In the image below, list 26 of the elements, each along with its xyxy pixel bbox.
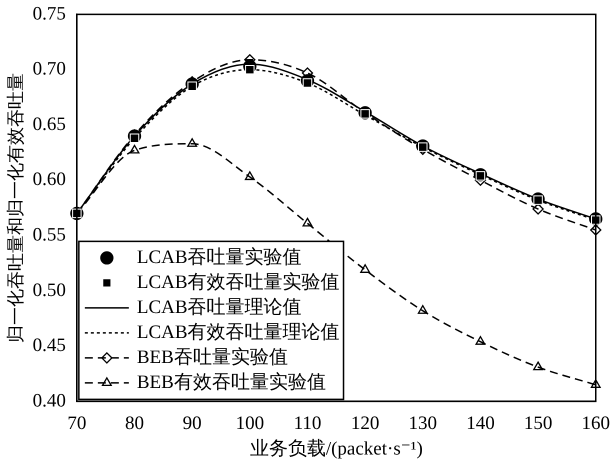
x-tick-label: 160	[582, 412, 610, 434]
y-tick-label: 0.55	[32, 224, 66, 246]
x-tick-label: 150	[524, 412, 552, 434]
x-tick-label: 110	[294, 412, 322, 434]
y-tick-label: 0.40	[32, 390, 66, 412]
x-tick-label: 90	[182, 412, 202, 434]
x-tick-label: 120	[350, 412, 380, 434]
x-tick-label: 140	[466, 412, 495, 434]
x-tick-label: 100	[236, 412, 264, 434]
y-axis-title: 归一化吞吐量和归一化有效吞吐量	[6, 72, 26, 343]
y-tick-label: 0.75	[32, 3, 66, 24]
legend-label: LCAB吞吐量理论值	[136, 296, 302, 318]
legend-label: BEB有效吞吐量实验值	[136, 370, 326, 393]
y-tick-label: 0.45	[32, 335, 66, 356]
x-tick-label: 130	[408, 412, 438, 434]
y-tick-label: 0.50	[32, 280, 66, 301]
x-axis-title: 业务负载/(packet·s⁻¹)	[250, 438, 423, 460]
legend-label: LCAB有效吞吐量理论值	[136, 322, 340, 343]
legend-label: LCAB吞吐量实验值	[136, 246, 302, 268]
y-tick-label: 0.60	[32, 169, 66, 190]
legend-label: BEB吞吐量实验值	[136, 346, 288, 368]
y-tick-label: 0.70	[32, 58, 66, 80]
x-tick-label: 70	[67, 412, 86, 434]
x-tick-label: 80	[125, 412, 144, 434]
legend-label: LCAB有效吞吐量实验值	[136, 270, 340, 293]
y-tick-label: 0.65	[32, 114, 66, 135]
